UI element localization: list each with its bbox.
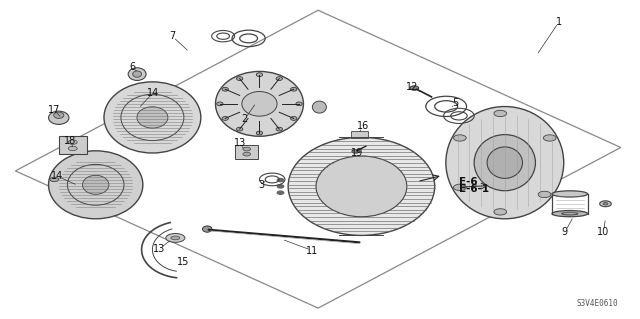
Ellipse shape xyxy=(216,71,303,136)
Ellipse shape xyxy=(288,137,435,235)
Ellipse shape xyxy=(217,102,223,106)
Circle shape xyxy=(50,177,59,182)
Text: 6: 6 xyxy=(129,62,135,72)
Ellipse shape xyxy=(128,68,146,80)
Text: 3: 3 xyxy=(259,181,264,190)
Circle shape xyxy=(410,86,419,90)
Circle shape xyxy=(243,152,250,156)
Ellipse shape xyxy=(242,92,277,116)
Ellipse shape xyxy=(276,127,282,131)
Text: E-6: E-6 xyxy=(459,177,477,187)
Ellipse shape xyxy=(552,211,588,217)
Circle shape xyxy=(68,146,77,151)
Ellipse shape xyxy=(104,82,201,153)
Ellipse shape xyxy=(312,101,326,113)
Text: 11: 11 xyxy=(306,246,319,256)
Circle shape xyxy=(494,110,507,117)
Text: 17: 17 xyxy=(47,105,60,115)
Ellipse shape xyxy=(137,107,168,128)
Ellipse shape xyxy=(296,102,302,106)
Circle shape xyxy=(454,184,467,190)
Bar xyxy=(236,145,258,159)
Text: 16: 16 xyxy=(357,121,369,131)
Ellipse shape xyxy=(54,112,64,118)
Circle shape xyxy=(538,191,551,197)
Circle shape xyxy=(494,209,507,215)
Ellipse shape xyxy=(256,73,262,77)
Text: 1: 1 xyxy=(556,17,562,27)
Text: 14: 14 xyxy=(147,88,159,98)
Text: 10: 10 xyxy=(597,227,610,237)
Ellipse shape xyxy=(552,191,588,197)
Ellipse shape xyxy=(487,147,522,178)
Ellipse shape xyxy=(291,87,297,91)
Ellipse shape xyxy=(562,212,578,215)
Text: 13: 13 xyxy=(234,138,246,148)
Text: E-6-1: E-6-1 xyxy=(459,184,489,194)
Circle shape xyxy=(454,135,467,141)
Text: 2: 2 xyxy=(242,114,248,124)
Circle shape xyxy=(277,185,284,188)
Text: 9: 9 xyxy=(562,227,568,237)
Ellipse shape xyxy=(256,131,262,135)
Bar xyxy=(351,131,369,138)
Text: 14: 14 xyxy=(51,171,63,181)
Ellipse shape xyxy=(237,77,243,80)
Ellipse shape xyxy=(446,107,564,219)
Ellipse shape xyxy=(222,116,228,120)
Text: 7: 7 xyxy=(169,31,175,41)
Ellipse shape xyxy=(171,236,180,240)
Ellipse shape xyxy=(49,151,143,219)
Text: 5: 5 xyxy=(452,98,458,108)
Circle shape xyxy=(277,178,284,182)
Circle shape xyxy=(603,203,608,205)
Ellipse shape xyxy=(237,127,243,131)
Text: 18: 18 xyxy=(64,136,76,146)
Ellipse shape xyxy=(132,71,141,77)
Ellipse shape xyxy=(316,156,407,217)
Circle shape xyxy=(243,147,250,151)
Ellipse shape xyxy=(291,116,297,120)
Circle shape xyxy=(68,140,77,144)
Bar xyxy=(59,137,87,154)
Circle shape xyxy=(352,149,360,153)
Ellipse shape xyxy=(83,175,109,194)
Text: 12: 12 xyxy=(406,82,419,92)
Circle shape xyxy=(277,191,284,194)
Circle shape xyxy=(600,201,611,207)
Ellipse shape xyxy=(276,77,282,80)
Text: S3V4E0610: S3V4E0610 xyxy=(577,299,618,308)
Ellipse shape xyxy=(474,135,536,191)
Text: 13: 13 xyxy=(154,244,166,254)
Text: 19: 19 xyxy=(351,148,363,158)
Ellipse shape xyxy=(166,234,185,242)
Ellipse shape xyxy=(49,111,69,124)
Circle shape xyxy=(543,135,556,141)
Ellipse shape xyxy=(222,87,228,91)
Ellipse shape xyxy=(202,226,212,232)
Circle shape xyxy=(600,201,611,207)
Text: 15: 15 xyxy=(177,257,189,267)
